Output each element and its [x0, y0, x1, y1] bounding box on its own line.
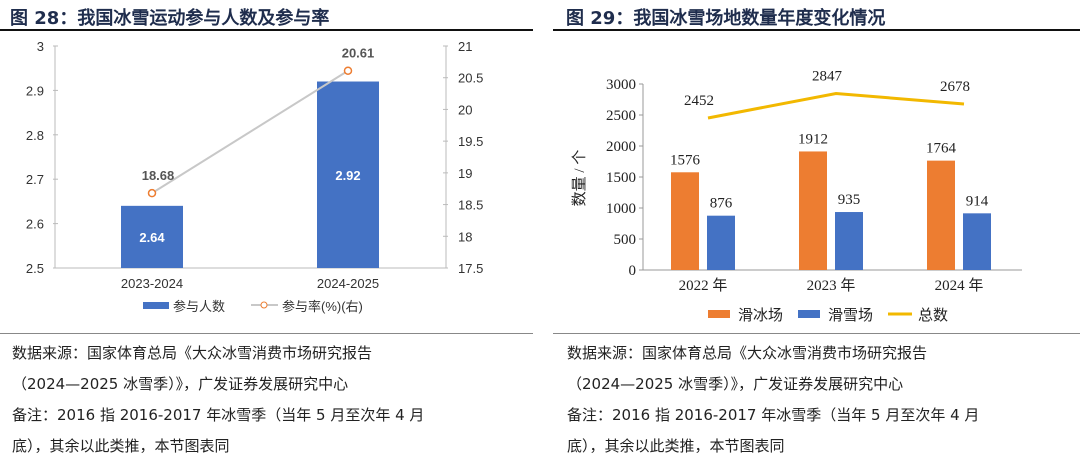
x-tick-label: 2022 年 — [679, 277, 728, 294]
y2-tick-label: 18.5 — [458, 198, 483, 213]
y-axis-label: 数量 / 个 — [571, 150, 588, 207]
bar-participants — [121, 205, 183, 268]
x-tick-label: 2023-2024 — [121, 276, 183, 291]
y-tick-label: 2.6 — [26, 217, 44, 232]
y-tick-label: 0 — [629, 263, 637, 279]
footer-line: （2024—2025 冰雪季）》，广发证券发展研究中心 — [567, 375, 904, 393]
y2-tick-label: 19.5 — [458, 134, 483, 149]
total-label: 2452 — [684, 93, 714, 109]
rate-label: 18.68 — [142, 168, 175, 183]
bar-label: 935 — [838, 192, 861, 208]
right-footer-rule — [553, 333, 1080, 334]
bar-label: 914 — [966, 193, 989, 209]
y-tick-label: 2.8 — [26, 128, 44, 143]
bar-participants — [317, 81, 379, 269]
bar-ice-rink — [671, 172, 699, 270]
y-tick-label: 1000 — [606, 201, 636, 217]
left-footer: 数据来源：国家体育总局《大众冰雪消费市场研究报告 （2024—2025 冰雪季）… — [12, 338, 424, 462]
legend-label: 总数 — [918, 307, 948, 324]
y-tick-label: 2000 — [606, 139, 636, 155]
bar-label: 1912 — [798, 131, 828, 147]
bar-ski-resort — [707, 215, 735, 270]
footer-line: 备注：2016 指 2016-2017 年冰雪季（当年 5 月至次年 4 月 — [567, 406, 980, 424]
legend-label: 参与人数 — [173, 299, 225, 314]
legend-swatch — [798, 310, 820, 318]
x-tick-label: 2024-2025 — [317, 276, 379, 291]
total-line — [707, 91, 965, 120]
y-tick-label: 2.7 — [26, 172, 44, 187]
footer-line: （2024—2025 冰雪季）》，广发证券发展研究中心 — [12, 375, 349, 393]
total-label: 2847 — [812, 68, 843, 84]
y-tick-label: 3000 — [606, 77, 636, 93]
bar-ski-resort — [835, 212, 863, 270]
footer-line: 备注：2016 指 2016-2017 年冰雪季（当年 5 月至次年 4 月 — [12, 406, 425, 424]
bar-ice-rink — [799, 151, 827, 270]
bar-label: 1576 — [670, 152, 701, 168]
footer-line: 底），其余以此类推，本节图表同 — [567, 437, 785, 455]
total-label: 2678 — [940, 79, 970, 95]
legend-swatch — [708, 310, 730, 318]
bar-label: 2.92 — [335, 168, 360, 183]
y-tick-label: 3 — [37, 39, 44, 54]
legend-label: 滑冰场 — [738, 307, 783, 324]
y2-tick-label: 21 — [458, 39, 472, 54]
y-tick-label: 1500 — [606, 170, 636, 186]
left-footer-rule — [0, 333, 533, 334]
y-tick-label: 500 — [614, 232, 637, 248]
x-tick-label: 2024 年 — [935, 277, 984, 294]
x-tick-label: 2023 年 — [807, 277, 856, 294]
y-tick-label: 2.9 — [26, 83, 44, 98]
y2-tick-label: 18 — [458, 229, 472, 244]
legend-marker — [260, 301, 268, 309]
bar-ice-rink — [927, 160, 955, 270]
footer-line: 数据来源：国家体育总局《大众冰雪消费市场研究报告 — [567, 344, 928, 362]
y2-tick-label: 19 — [458, 166, 472, 181]
left-chart: 2.5 2.6 2.7 2.8 2.9 3 17.5 18 18.5 19 19.5 20 20.5 21… — [26, 39, 483, 314]
footer-line: 数据来源：国家体育总局《大众冰雪消费市场研究报告 — [12, 344, 373, 362]
legend-label: 参与率(%)(右) — [282, 299, 363, 314]
rate-label: 20.61 — [342, 46, 375, 61]
bar-label: 876 — [710, 196, 733, 212]
left-chart-title: 图 28：我国冰雪运动参与人数及参与率 — [10, 8, 330, 29]
rate-line — [151, 69, 349, 195]
right-title-rule — [553, 29, 1080, 31]
rate-point — [343, 66, 353, 75]
right-footer: 数据来源：国家体育总局《大众冰雪消费市场研究报告 （2024—2025 冰雪季）… — [567, 338, 979, 462]
y-tick-label: 2.5 — [26, 261, 44, 276]
y2-tick-label: 17.5 — [458, 261, 483, 276]
right-chart-title: 图 29：我国冰雪场地数量年度变化情况 — [566, 8, 886, 29]
rate-point — [147, 188, 157, 198]
y2-tick-label: 20 — [458, 102, 472, 117]
legend-bar-swatch — [143, 302, 169, 309]
y2-tick-label: 20.5 — [458, 71, 483, 86]
bar-ski-resort — [963, 213, 991, 270]
legend-label: 滑雪场 — [828, 307, 873, 324]
y-tick-label: 2500 — [606, 108, 636, 124]
footer-line: 底），其余以此类推，本节图表同 — [12, 437, 230, 455]
left-title-rule — [0, 29, 533, 31]
bar-label: 1764 — [926, 141, 957, 157]
bar-label: 2.64 — [139, 230, 165, 245]
right-chart: 0 500 1000 1500 2000 2500 3000 数量 / 个 1576 1912 17… — [571, 68, 1022, 324]
